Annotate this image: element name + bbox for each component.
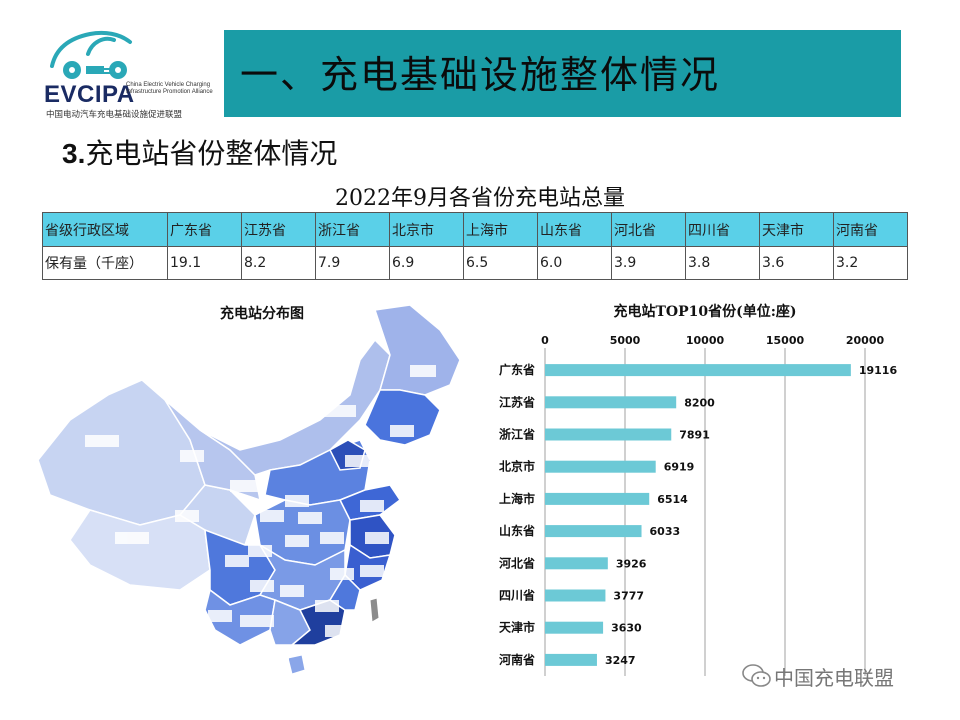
- category-label: 山东省: [499, 523, 535, 538]
- map-region-xinjiang: [37, 379, 206, 526]
- category-label: 河北省: [498, 555, 535, 570]
- bar: [545, 396, 677, 409]
- bar: [545, 525, 642, 538]
- value-label: 7891: [679, 429, 710, 442]
- value-label: 6514: [657, 493, 688, 506]
- table-cell: 6.9: [389, 246, 464, 280]
- x-tick-label: 0: [541, 334, 549, 347]
- bar: [545, 428, 672, 441]
- category-label: 北京市: [499, 459, 535, 474]
- x-tick-label: 15000: [766, 334, 805, 347]
- table-cell: 天津市: [759, 212, 834, 247]
- map-region-heilongjiang: [374, 304, 461, 396]
- table-cell: 7.9: [315, 246, 390, 280]
- x-tick-label: 20000: [846, 334, 885, 347]
- value-label: 3777: [613, 590, 644, 603]
- category-label: 上海市: [499, 491, 535, 506]
- table-cell: 浙江省: [315, 212, 390, 247]
- table-cell: 3.2: [833, 246, 908, 280]
- category-label: 浙江省: [499, 427, 535, 442]
- value-label: 8200: [684, 396, 715, 409]
- table-cell: 19.1: [167, 246, 242, 280]
- table-cell: 3.9: [611, 246, 686, 280]
- top10-bar-chart: 充电站TOP10省份(单位:座) 0 5000 10000 15000 20000 广东…: [498, 303, 898, 676]
- category-label: 江苏省: [499, 394, 535, 409]
- watermark-text: 中国充电联盟: [774, 666, 894, 690]
- x-tick-label: 5000: [610, 334, 641, 347]
- value-label: 19116: [859, 364, 898, 377]
- table-cell: 河北省: [611, 212, 686, 247]
- table-cell: 江苏省: [241, 212, 316, 247]
- bar: [545, 557, 608, 570]
- table-cell: 6.5: [463, 246, 538, 280]
- page-title: 一、充电基础设施整体情况: [240, 53, 721, 97]
- section-title-text: 充电站省份整体情况: [85, 137, 338, 170]
- table-cell: 8.2: [241, 246, 316, 280]
- category-label: 天津市: [499, 620, 535, 635]
- logo: EVCIPA China Electric Vehicle Charging I…: [30, 26, 213, 126]
- value-label: 3630: [611, 622, 642, 635]
- table-title: 2022年9月各省份充电站总量: [335, 186, 625, 211]
- section-title: 3.充电站省份整体情况: [62, 132, 337, 172]
- bar: [545, 364, 851, 377]
- category-label: 四川省: [499, 588, 535, 603]
- map-region-hainan: [287, 654, 306, 675]
- logo-brand: EVCIPA: [44, 81, 135, 108]
- value-label: 6033: [650, 525, 681, 538]
- bar: [545, 589, 606, 602]
- table-row: 保有量（千座） 19.1 8.2 7.9 6.9 6.5 6.0 3.9 3.8…: [42, 246, 908, 280]
- chart-bars: [545, 364, 851, 666]
- value-label: 3247: [605, 654, 636, 667]
- table-cell: 3.6: [759, 246, 834, 280]
- chart-tick-labels: 0 5000 10000 15000 20000: [541, 334, 884, 347]
- map-region-taiwan: [369, 597, 380, 623]
- table-cell: 河南省: [833, 212, 908, 247]
- value-label: 6919: [664, 461, 695, 474]
- table-cell: 6.0: [537, 246, 612, 280]
- bar: [545, 653, 597, 666]
- map-region-tibet: [69, 509, 211, 591]
- logo-subtitle-cn: 中国电动汽车充电基础设施促进联盟: [46, 110, 183, 120]
- car-plug-logo-icon: [50, 30, 132, 79]
- wechat-icon: [742, 664, 771, 687]
- chart-title: 充电站TOP10省份(单位:座): [613, 303, 796, 320]
- chart-value-labels: 19116 8200 7891 6919 6514 6033 3926 3777 3630 324…: [605, 364, 898, 667]
- row-label-count: 保有量（千座）: [42, 246, 168, 280]
- table-header-row: 省级行政区域 广东省 江苏省 浙江省 北京市 上海市 山东省 河北省 四川省 天…: [42, 212, 908, 247]
- row-label-region: 省级行政区域: [42, 212, 168, 247]
- table-cell: 3.8: [685, 246, 760, 280]
- value-label: 3926: [616, 557, 647, 570]
- table-cell: 广东省: [167, 212, 242, 247]
- section-number: 3.: [62, 138, 86, 169]
- province-stats-table: 省级行政区域 广东省 江苏省 浙江省 北京市 上海市 山东省 河北省 四川省 天…: [42, 212, 908, 280]
- map-region-jilin-liaoning: [364, 389, 441, 446]
- category-label: 河南省: [498, 652, 535, 667]
- bar: [545, 460, 656, 473]
- bar: [545, 621, 604, 634]
- x-tick-label: 10000: [686, 334, 725, 347]
- table-cell: 山东省: [537, 212, 612, 247]
- header-banner: 一、充电基础设施整体情况: [224, 30, 901, 117]
- category-label: 广东省: [499, 362, 535, 377]
- table-cell: 四川省: [685, 212, 760, 247]
- table-cell: 北京市: [389, 212, 464, 247]
- table-cell: 上海市: [463, 212, 538, 247]
- map-title: 充电站分布图: [220, 306, 304, 322]
- bar: [545, 492, 650, 505]
- logo-subtitle-en: China Electric Vehicle Charging Infrastr…: [126, 82, 213, 95]
- china-distribution-map: [37, 304, 461, 675]
